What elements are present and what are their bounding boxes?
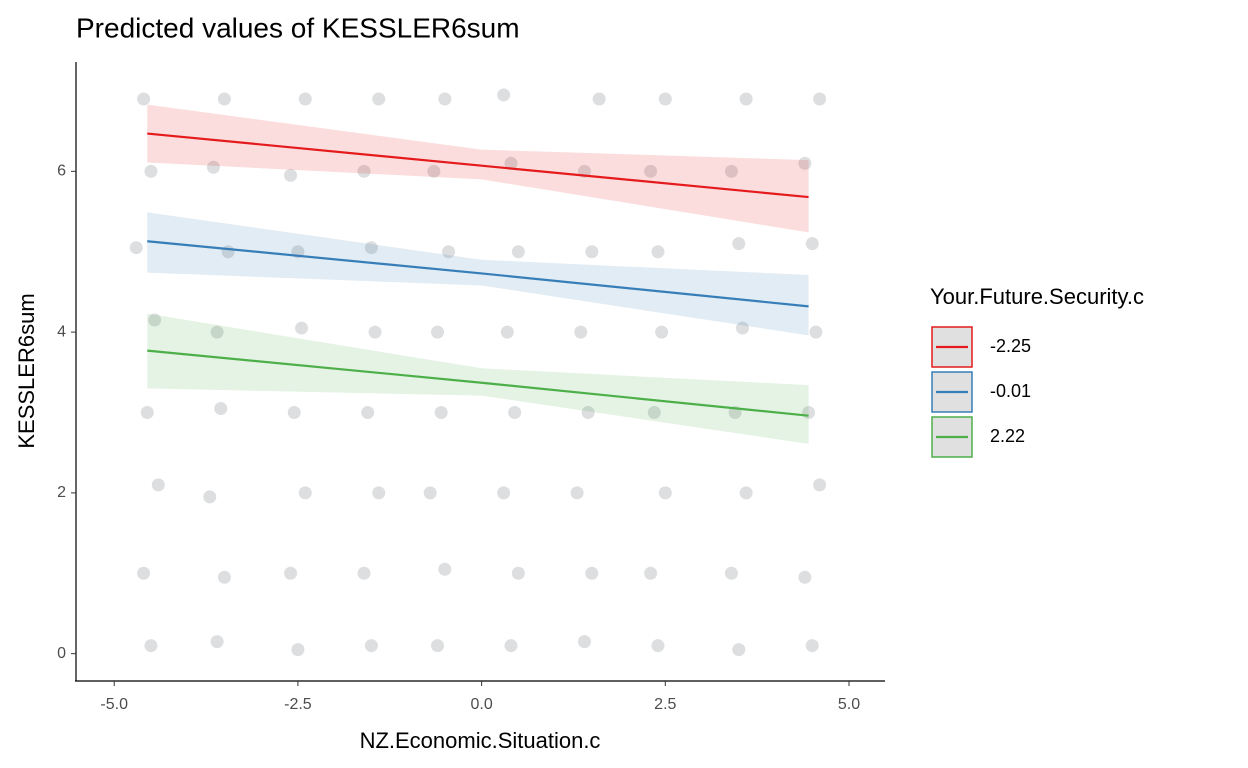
data-point	[144, 639, 158, 653]
data-point	[438, 562, 452, 576]
data-point	[357, 164, 371, 178]
data-point	[574, 325, 588, 339]
legend-title: Your.Future.Security.c	[930, 284, 1144, 309]
data-point	[497, 486, 511, 500]
data-point	[644, 566, 658, 580]
data-point	[577, 635, 591, 649]
data-point	[137, 92, 151, 106]
x-tick-label: -5.0	[100, 696, 128, 713]
data-point	[739, 486, 753, 500]
data-point	[129, 241, 143, 255]
data-point	[203, 490, 217, 504]
data-point	[431, 639, 445, 653]
legend-label: -0.01	[990, 381, 1031, 401]
data-point	[651, 245, 665, 259]
data-point	[210, 635, 224, 649]
data-point	[585, 566, 599, 580]
data-point	[137, 566, 151, 580]
data-point	[739, 92, 753, 106]
data-point	[372, 92, 386, 106]
data-point	[658, 486, 672, 500]
y-tick-label: 0	[57, 645, 66, 662]
data-point	[364, 241, 378, 255]
data-point	[144, 164, 158, 178]
data-point	[151, 478, 165, 492]
data-point	[364, 639, 378, 653]
data-point	[284, 168, 298, 182]
data-point	[295, 321, 309, 335]
data-point	[644, 164, 658, 178]
data-point	[357, 566, 371, 580]
data-point	[805, 237, 819, 251]
data-point	[570, 486, 584, 500]
legend-label: -2.25	[990, 336, 1031, 356]
data-point	[210, 325, 224, 339]
data-point	[508, 405, 522, 419]
data-point	[442, 245, 456, 259]
x-tick-label: 5.0	[838, 696, 860, 713]
data-point	[724, 164, 738, 178]
data-point	[732, 237, 746, 251]
data-point	[724, 566, 738, 580]
data-point	[798, 156, 812, 170]
data-point	[732, 643, 746, 657]
data-point	[148, 313, 162, 327]
data-point	[497, 88, 511, 102]
data-point	[291, 643, 305, 657]
data-point	[361, 405, 375, 419]
data-point	[511, 566, 525, 580]
data-point	[805, 639, 819, 653]
y-tick-label: 2	[57, 484, 66, 501]
data-point	[140, 405, 154, 419]
data-point	[592, 92, 606, 106]
confidence-band	[147, 313, 809, 444]
data-point	[438, 92, 452, 106]
data-point	[581, 405, 595, 419]
chart-title: Predicted values of KESSLER6sum	[76, 12, 520, 43]
data-point	[647, 405, 661, 419]
data-point	[298, 92, 312, 106]
data-point	[287, 405, 301, 419]
x-tick-label: -2.5	[284, 696, 312, 713]
data-point	[735, 321, 749, 335]
legend-label: 2.22	[990, 426, 1025, 446]
data-point	[431, 325, 445, 339]
data-point	[423, 486, 437, 500]
line	[147, 240, 809, 308]
x-tick-label: 0.0	[470, 696, 492, 713]
data-point	[813, 478, 827, 492]
data-point	[655, 325, 669, 339]
data-point	[284, 566, 298, 580]
y-tick-label: 6	[57, 163, 66, 180]
data-point	[217, 570, 231, 584]
data-point	[504, 639, 518, 653]
data-point	[217, 92, 231, 106]
data-point	[434, 405, 448, 419]
data-point	[500, 325, 514, 339]
data-point	[585, 245, 599, 259]
y-tick-label: 4	[57, 323, 66, 340]
data-point	[504, 156, 518, 170]
data-point	[214, 401, 228, 415]
data-point	[427, 164, 441, 178]
x-tick-label: 2.5	[654, 696, 676, 713]
line	[147, 349, 809, 417]
data-point	[658, 92, 672, 106]
data-point	[809, 325, 823, 339]
data-point	[372, 486, 386, 500]
data-point	[813, 92, 827, 106]
data-point	[298, 486, 312, 500]
data-point	[798, 570, 812, 584]
data-point	[651, 639, 665, 653]
y-axis-title: KESSLER6sum	[14, 293, 39, 448]
data-point	[368, 325, 382, 339]
line	[147, 132, 809, 199]
x-axis-title: NZ.Economic.Situation.c	[360, 728, 601, 753]
data-point	[511, 245, 525, 259]
data-point	[206, 160, 220, 174]
confidence-band	[147, 104, 809, 233]
